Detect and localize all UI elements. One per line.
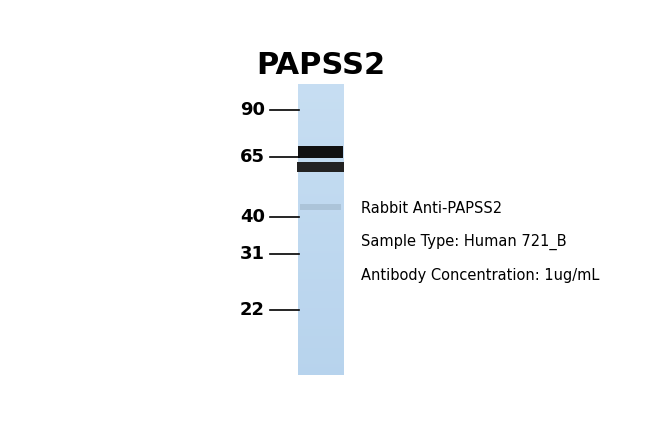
Bar xyxy=(300,204,341,210)
Text: 40: 40 xyxy=(240,208,265,226)
Bar xyxy=(297,162,344,172)
Text: PAPSS2: PAPSS2 xyxy=(256,51,385,80)
Text: Antibody Concentration: 1ug/mL: Antibody Concentration: 1ug/mL xyxy=(361,268,599,283)
Text: 65: 65 xyxy=(240,148,265,166)
Text: 90: 90 xyxy=(240,101,265,120)
Bar xyxy=(298,145,343,158)
Text: 31: 31 xyxy=(240,245,265,263)
Text: Sample Type: Human 721_B: Sample Type: Human 721_B xyxy=(361,234,566,250)
Text: 22: 22 xyxy=(240,301,265,320)
Text: Rabbit Anti-PAPSS2: Rabbit Anti-PAPSS2 xyxy=(361,201,502,216)
